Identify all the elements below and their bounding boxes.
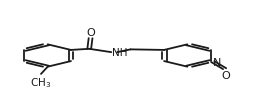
Text: NH: NH (112, 47, 127, 57)
Text: O: O (222, 70, 230, 80)
Text: N: N (213, 57, 221, 67)
Text: O: O (86, 28, 95, 38)
Text: CH$_3$: CH$_3$ (30, 75, 51, 89)
